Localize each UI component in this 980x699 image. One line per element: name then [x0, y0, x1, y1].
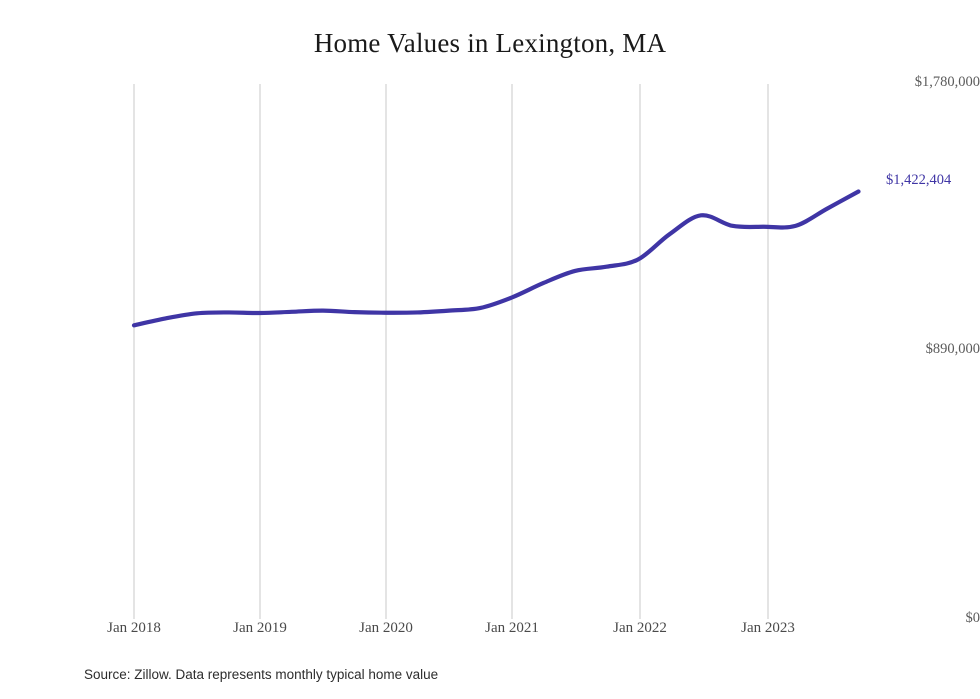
end-value-annotation: $1,422,404	[886, 172, 952, 188]
source-note: Source: Zillow. Data represents monthly …	[84, 667, 439, 682]
x-axis-tick-label: Jan 2022	[613, 620, 667, 636]
x-axis-tick-label: Jan 2018	[107, 620, 161, 636]
y-axis-tick-label-mid: $890,000	[925, 341, 980, 357]
x-axis-tick-label: Jan 2020	[359, 620, 413, 636]
gridline-group	[133, 84, 769, 619]
chart-title: Home Values in Lexington, MA	[313, 28, 667, 58]
x-axis-tick-label: Jan 2019	[233, 620, 287, 636]
x-axis-tick-label: Jan 2023	[741, 620, 795, 636]
y-axis-tick-label-top: $1,780,000	[914, 74, 980, 90]
data-series-line	[131, 189, 861, 328]
x-axis-tick-label: Jan 2021	[485, 620, 539, 636]
y-axis-tick-label-zero: $0	[965, 610, 980, 626]
